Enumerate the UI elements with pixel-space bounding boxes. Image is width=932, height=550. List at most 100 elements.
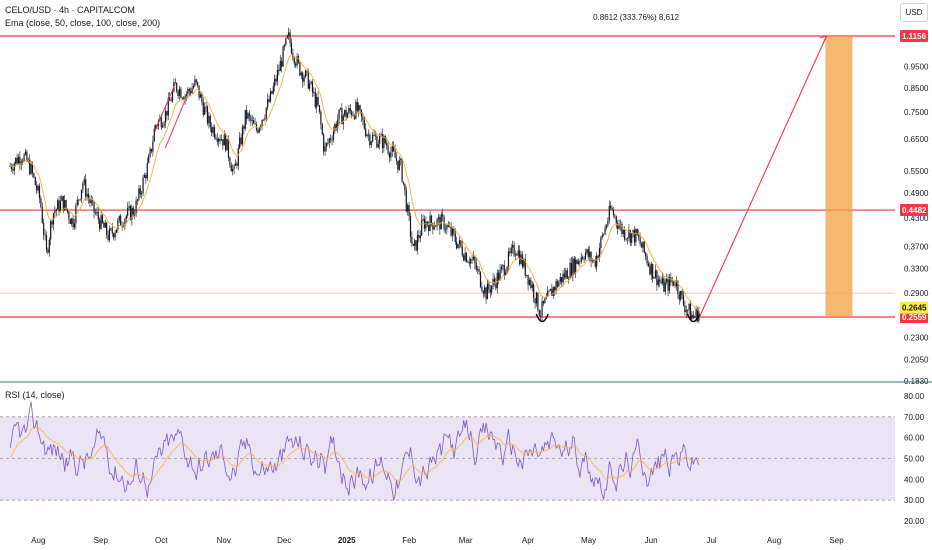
candle-body xyxy=(601,235,603,238)
candle-body xyxy=(629,230,631,243)
candle-body xyxy=(633,229,636,243)
price-tick-label: 0.6500 xyxy=(904,135,929,144)
candle-body xyxy=(243,126,245,129)
candle-body xyxy=(134,214,136,216)
candle-body xyxy=(313,91,315,93)
candle-body xyxy=(520,254,522,265)
candle-body xyxy=(111,228,113,234)
candle-body xyxy=(425,221,427,229)
candle-body xyxy=(579,261,581,263)
candle-body xyxy=(537,292,539,311)
projection-group xyxy=(698,35,853,318)
candle-body xyxy=(275,78,277,82)
candle-body xyxy=(337,119,339,129)
candle-body xyxy=(51,221,53,225)
candle-body xyxy=(442,214,444,217)
candle-body xyxy=(57,200,59,210)
candle-body xyxy=(391,146,393,152)
level-badge-label: 0.2559 xyxy=(902,313,927,322)
candle-body xyxy=(34,177,36,186)
candle-body xyxy=(258,127,260,133)
candle-body xyxy=(433,226,435,230)
candle-body xyxy=(549,288,552,291)
candle-body xyxy=(65,200,67,209)
candle-body xyxy=(569,262,571,279)
candle-body xyxy=(43,222,45,235)
candle-body xyxy=(304,70,307,78)
candle-body xyxy=(212,127,214,133)
candle-body xyxy=(244,109,246,129)
candle-body xyxy=(559,277,561,282)
candle-body xyxy=(660,281,662,284)
candle-body xyxy=(31,163,34,174)
candle-body xyxy=(689,303,692,320)
candle-body xyxy=(204,106,206,115)
candle-body xyxy=(149,148,151,157)
candle-body xyxy=(432,223,434,230)
candle-body xyxy=(23,154,25,161)
candle-body xyxy=(316,96,318,108)
candle-body xyxy=(390,151,392,158)
candle-body xyxy=(437,217,440,220)
candle-body xyxy=(439,217,441,230)
candle-body xyxy=(471,259,473,261)
price-axis: 0.9500 0.8500 0.7500 0.6500 0.5500 0.4900 0.43… xyxy=(900,30,929,526)
candle-body xyxy=(78,199,80,201)
candle-body xyxy=(107,234,109,240)
candle-body xyxy=(132,207,134,215)
candle-body xyxy=(26,151,28,162)
currency-button[interactable]: USD xyxy=(900,3,928,22)
candle-body xyxy=(36,185,38,191)
candle-body xyxy=(505,272,507,276)
candle-body xyxy=(598,248,601,258)
candle-body xyxy=(383,136,385,149)
candle-body xyxy=(83,179,85,184)
candle-body xyxy=(346,113,349,118)
candle-body xyxy=(463,255,465,261)
candle-body xyxy=(205,106,207,108)
symbol-legend[interactable]: CELO/USD · 4h · CAPITALCOM xyxy=(5,5,135,15)
candle-body xyxy=(94,212,97,214)
candle-body xyxy=(485,287,487,300)
candle-body xyxy=(577,261,580,265)
time-tick-label: May xyxy=(581,536,596,545)
candle-body xyxy=(435,225,437,227)
candle-body xyxy=(362,116,364,120)
candle-body xyxy=(638,234,640,238)
candle-body xyxy=(318,105,321,112)
candle-body xyxy=(527,274,529,285)
candle-body xyxy=(15,157,17,164)
candle-body xyxy=(93,200,95,213)
candle-body xyxy=(444,229,447,231)
candle-body xyxy=(407,205,409,212)
candle-body xyxy=(142,177,144,194)
rsi-tick-label: 60.00 xyxy=(904,434,925,443)
ema-legend[interactable]: Ema (close, 50, close, 100, close, 200) xyxy=(5,18,161,28)
candle-body xyxy=(580,257,582,262)
candle-body xyxy=(216,138,218,142)
candle-body xyxy=(110,228,112,230)
candle-body xyxy=(185,94,188,96)
candle-body xyxy=(535,292,538,304)
candle-body xyxy=(299,62,301,76)
level-badge-2 xyxy=(900,311,928,323)
candle-body xyxy=(278,69,280,72)
candle-body xyxy=(470,259,472,264)
candle-body xyxy=(50,221,52,240)
rsi-legend[interactable]: RSI (14, close) xyxy=(5,390,65,400)
candle-body xyxy=(468,261,470,264)
candle-body xyxy=(366,134,368,137)
candle-body xyxy=(103,222,105,228)
candle-body xyxy=(236,163,238,166)
candle-body xyxy=(377,143,379,148)
candle-body xyxy=(120,216,122,226)
candle-body xyxy=(558,281,560,287)
candle-body xyxy=(331,139,333,141)
candle-body xyxy=(187,89,189,95)
price-tick-label: 0.8500 xyxy=(904,84,929,93)
candle-body xyxy=(430,215,433,224)
candle-body xyxy=(384,136,386,144)
candle-body xyxy=(551,288,553,296)
